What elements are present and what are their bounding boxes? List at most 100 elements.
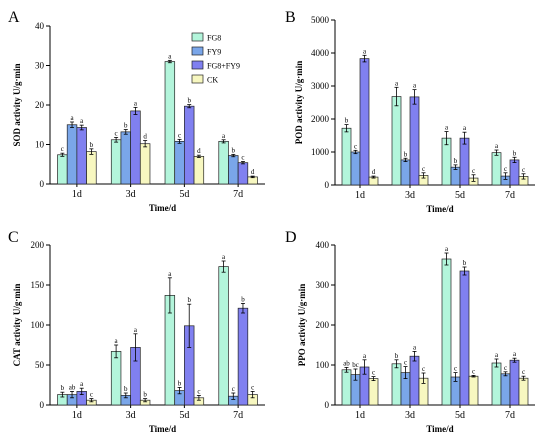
- significance-letter: c: [178, 131, 181, 139]
- y-tick-label: 0: [40, 179, 45, 189]
- x-tick-label: 1d: [355, 190, 365, 201]
- significance-letter: c: [90, 391, 93, 399]
- legend-label: FG8+FY9: [207, 62, 240, 71]
- significance-letter: d: [372, 168, 376, 176]
- x-tick-label: 3d: [126, 410, 136, 421]
- significance-letter: a: [413, 82, 417, 90]
- x-tick-label: 5d: [455, 410, 465, 421]
- significance-letter: b: [513, 149, 517, 157]
- y-tick-label: 400: [316, 240, 330, 250]
- significance-letter: a: [363, 352, 367, 360]
- significance-letter: c: [522, 166, 525, 174]
- significance-letter: c: [115, 129, 118, 137]
- bar: [441, 137, 452, 186]
- significance-letter: b: [345, 117, 349, 125]
- bar: [459, 270, 470, 406]
- significance-letter: c: [504, 165, 507, 173]
- y-tick-label: 40: [35, 21, 45, 31]
- significance-letter: a: [463, 124, 467, 132]
- bar: [76, 127, 87, 185]
- bar: [237, 162, 249, 185]
- bar: [468, 375, 479, 406]
- y-tick-label: 1000: [311, 147, 330, 157]
- bar: [164, 61, 176, 185]
- panel-letter: B: [285, 9, 296, 26]
- bar: [500, 373, 511, 406]
- x-tick-label: 3d: [405, 410, 415, 421]
- significance-letter: c: [454, 365, 457, 373]
- y-tick-label: 3000: [311, 81, 330, 91]
- significance-letter: c: [472, 367, 475, 375]
- y-tick-label: 100: [31, 320, 45, 330]
- x-tick-label: 1d: [355, 410, 365, 421]
- bar: [359, 58, 370, 186]
- y-tick-label: 5000: [311, 15, 330, 25]
- bar: [139, 143, 151, 185]
- x-tick-label: 1d: [72, 189, 82, 200]
- legend-label: FG8: [207, 34, 221, 43]
- x-tick-label: 7d: [233, 189, 243, 200]
- significance-letter: b: [232, 146, 236, 154]
- significance-letter: c: [472, 167, 475, 175]
- x-tick-label: 3d: [405, 190, 415, 201]
- chart-panel-d: D 0 100 200 300 400 PPO activity U/g·min Time/d…: [285, 229, 535, 434]
- panel-letter: D: [285, 229, 297, 246]
- chart-panel-b: B 0 1000 2000 3000 4000 5000 POD activity U/g·m…: [285, 9, 535, 214]
- significance-letter: a: [445, 124, 449, 132]
- y-tick-label: 2000: [311, 114, 330, 124]
- bar: [110, 139, 122, 185]
- panel-letter: C: [8, 229, 19, 246]
- x-tick-label: 5d: [455, 190, 465, 201]
- chart-panel-c: C 0 50 100 150 200 CAT activity U/g·min Time/d 1…: [8, 229, 265, 434]
- significance-letter: c: [522, 368, 525, 376]
- significance-letter: a: [513, 350, 517, 358]
- bar: [341, 127, 352, 186]
- bar: [341, 369, 352, 406]
- legend-swatch: [191, 46, 204, 56]
- bar: [86, 151, 97, 185]
- y-tick-label: 0: [40, 400, 45, 410]
- bar: [57, 154, 68, 185]
- y-tick-label: 0: [325, 400, 330, 410]
- significance-letter: c: [372, 369, 375, 377]
- bar: [228, 155, 239, 185]
- y-axis-title: SOD activity U/g·min: [12, 64, 22, 147]
- y-axis-title: POD activity U/g·min: [294, 61, 304, 145]
- significance-letter: c: [504, 364, 507, 372]
- bar: [491, 362, 502, 406]
- y-tick-label: 200: [316, 320, 330, 330]
- bar: [66, 124, 78, 185]
- bar: [400, 159, 411, 186]
- significance-letter: a: [115, 337, 119, 345]
- significance-letter: b: [395, 352, 399, 360]
- x-tick-label: 1d: [72, 410, 82, 421]
- x-tick-label: 7d: [233, 410, 243, 421]
- significance-letter: b: [124, 121, 128, 129]
- significance-letter: b: [143, 391, 147, 399]
- significance-letter: c: [61, 145, 64, 153]
- x-tick-label: 7d: [505, 190, 515, 201]
- significance-letter: c: [197, 387, 200, 395]
- significance-letter: a: [134, 99, 138, 107]
- y-tick-label: 10: [35, 140, 45, 150]
- bar: [184, 105, 195, 185]
- significance-letter: c: [404, 359, 407, 367]
- y-tick-label: 50: [35, 360, 45, 370]
- significance-letter: a: [222, 132, 226, 140]
- legend-label: FY9: [207, 48, 221, 57]
- y-tick-label: 150: [31, 280, 45, 290]
- y-tick-label: 0: [325, 180, 330, 190]
- bar: [509, 359, 520, 406]
- y-tick-label: 20: [35, 100, 45, 110]
- legend-swatch: [191, 74, 204, 84]
- bar: [193, 156, 205, 185]
- x-tick-label: 5d: [179, 410, 189, 421]
- legend-swatch: [191, 60, 204, 70]
- significance-letter: d: [251, 168, 255, 176]
- significance-letter: b: [90, 141, 94, 149]
- bar: [174, 140, 185, 185]
- y-tick-label: 4000: [311, 48, 330, 58]
- bar: [391, 363, 402, 406]
- y-tick-label: 200: [31, 240, 45, 250]
- x-tick-label: 5d: [179, 189, 189, 200]
